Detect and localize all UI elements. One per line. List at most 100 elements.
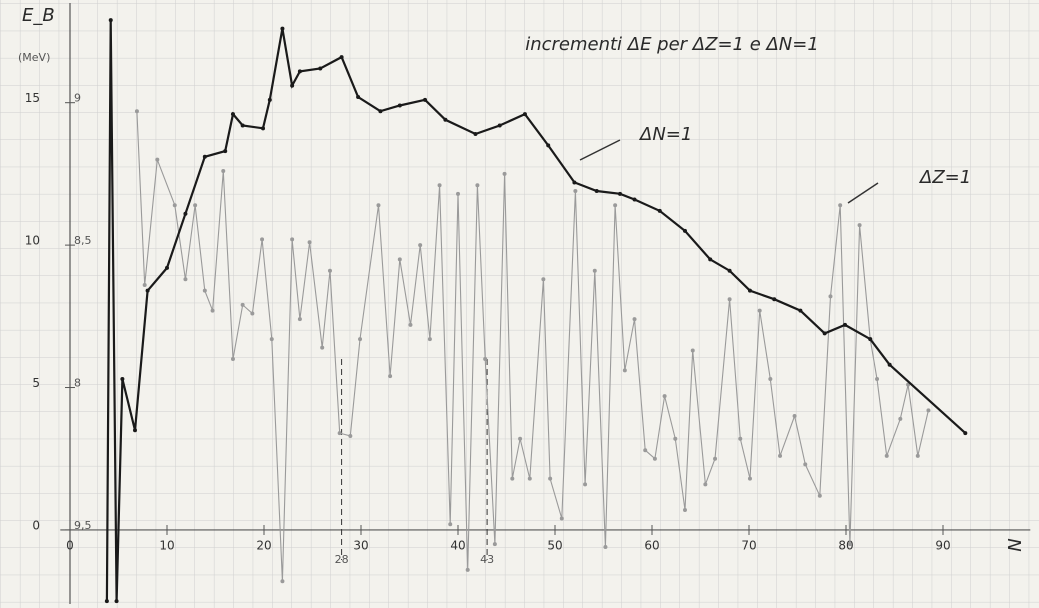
data-point	[210, 308, 215, 313]
data-point	[142, 282, 147, 287]
data-point	[573, 188, 578, 193]
side-label: 8	[74, 377, 81, 390]
x-tick-label: 70	[741, 538, 756, 552]
data-point	[708, 257, 713, 262]
data-point	[898, 416, 903, 421]
data-point	[527, 476, 532, 481]
data-point	[104, 599, 109, 604]
data-point	[318, 66, 323, 71]
data-point	[747, 476, 752, 481]
data-point	[297, 317, 302, 322]
data-point	[320, 345, 325, 350]
data-point	[437, 183, 442, 188]
data-point	[183, 277, 188, 282]
data-point	[822, 331, 827, 336]
data-point	[280, 579, 285, 584]
data-point	[522, 112, 527, 117]
x-tick-label: 40	[450, 538, 465, 552]
data-point	[747, 288, 752, 293]
data-point	[172, 203, 177, 208]
x-axis-label: N	[1005, 538, 1026, 551]
data-point	[915, 453, 920, 458]
y-tick-label: 10	[25, 234, 40, 248]
y-tick-label: 15	[25, 91, 40, 105]
data-point	[290, 237, 295, 242]
x-tick-label: 30	[353, 538, 368, 552]
y-tick-label: 5	[32, 376, 40, 390]
data-point	[652, 456, 657, 461]
data-point	[260, 237, 265, 242]
series-label: ΔZ=1	[918, 167, 971, 188]
data-point	[828, 294, 833, 299]
data-point	[778, 453, 783, 458]
data-point	[757, 308, 762, 313]
data-point	[632, 317, 637, 322]
x-tick-label: 0	[66, 538, 74, 552]
data-point	[613, 203, 618, 208]
data-point	[772, 297, 777, 302]
data-point	[388, 374, 393, 379]
data-point	[269, 337, 274, 342]
data-point	[397, 257, 402, 262]
data-point	[223, 149, 228, 154]
data-point	[727, 297, 732, 302]
data-point	[792, 414, 797, 419]
data-point	[617, 191, 622, 196]
data-point	[662, 394, 667, 399]
data-point	[240, 302, 245, 307]
data-point	[145, 288, 150, 293]
data-point	[857, 223, 862, 228]
data-point	[337, 431, 342, 436]
data-point	[327, 268, 332, 273]
series-line	[105, 20, 967, 602]
data-point	[358, 337, 363, 342]
data-point	[339, 55, 344, 60]
data-point	[202, 154, 207, 159]
arrow	[579, 139, 621, 161]
data-point	[456, 191, 460, 196]
marker-label: 43	[480, 553, 494, 566]
data-point	[202, 288, 207, 293]
data-point	[108, 18, 113, 23]
data-point	[408, 322, 413, 327]
data-point	[165, 265, 169, 270]
x-tick-label: 10	[159, 538, 174, 552]
data-point	[682, 508, 687, 513]
data-point	[465, 567, 470, 572]
y-axis-label: E_B	[22, 5, 55, 26]
data-point	[155, 157, 160, 162]
data-point	[843, 322, 848, 327]
data-point	[120, 376, 125, 381]
data-point	[546, 143, 551, 148]
data-point	[250, 311, 255, 316]
data-point	[657, 208, 662, 213]
data-point	[703, 482, 708, 487]
data-point	[727, 268, 732, 273]
data-point	[267, 97, 272, 102]
data-point	[183, 211, 188, 216]
data-point	[518, 436, 523, 441]
data-point	[541, 277, 546, 282]
data-point	[134, 109, 139, 114]
data-point	[690, 348, 695, 353]
x-tick-label: 90	[935, 538, 950, 552]
data-point	[673, 436, 678, 441]
data-point	[497, 123, 502, 128]
series-line	[136, 111, 929, 582]
side-label: 9,5	[74, 519, 92, 532]
data-point	[768, 376, 773, 381]
data-point	[510, 476, 515, 481]
data-point	[423, 97, 428, 102]
data-point	[492, 542, 497, 547]
data-point	[307, 240, 312, 245]
data-point	[230, 112, 235, 117]
data-point	[559, 516, 564, 521]
data-point	[348, 433, 353, 438]
data-point	[926, 408, 931, 413]
data-point	[583, 482, 588, 487]
data-point	[713, 456, 718, 461]
data-point	[473, 132, 478, 137]
data-point	[261, 126, 266, 131]
data-point	[838, 203, 843, 208]
